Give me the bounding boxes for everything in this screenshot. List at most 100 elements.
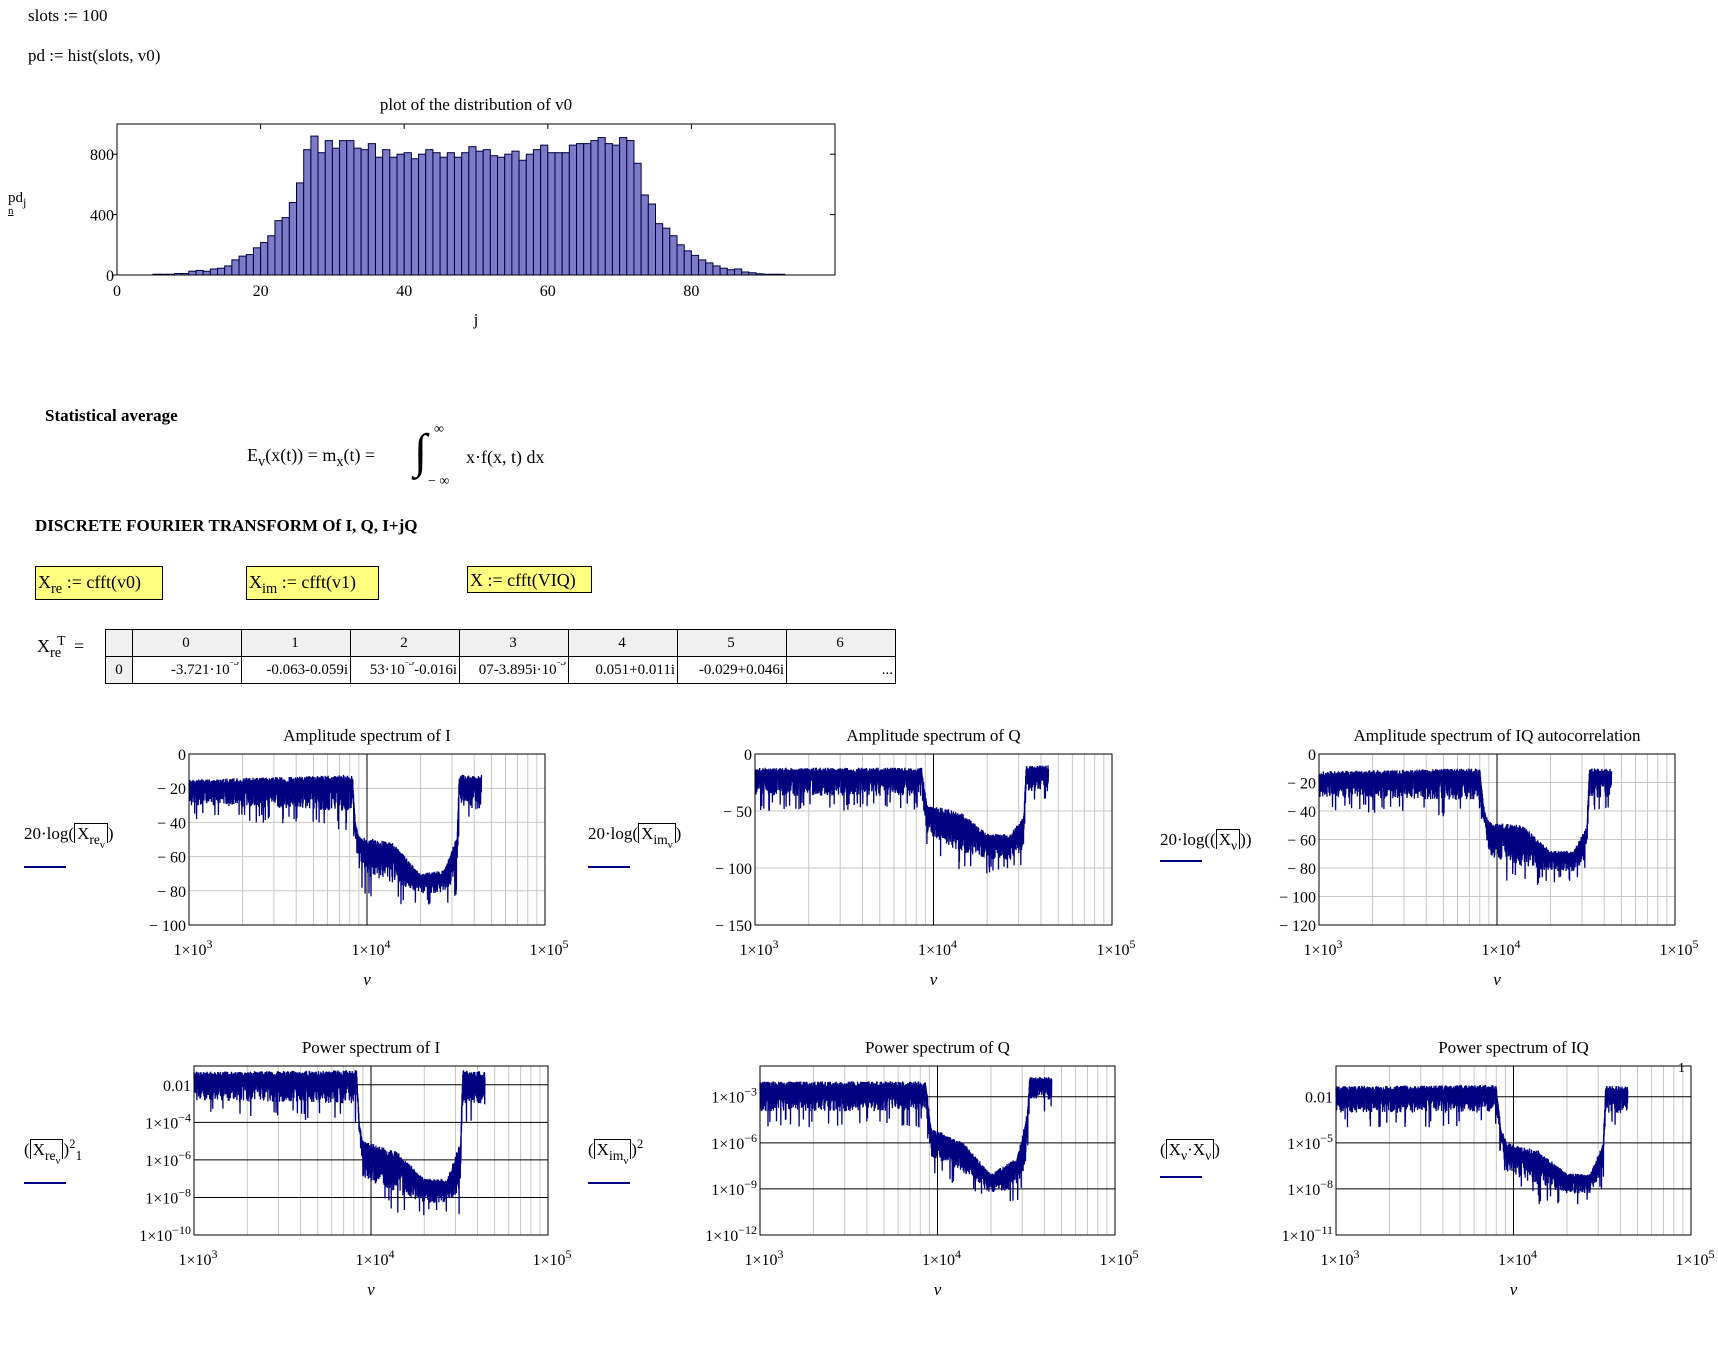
plot-frame	[188, 753, 546, 926]
ylabel-power-iq: (Xν·Xν)	[1160, 1139, 1220, 1163]
ylabel-op: ·	[1187, 1140, 1193, 1159]
integral-lower-limit: − ∞	[428, 474, 450, 489]
matrix-cell[interactable]: 53·10 -3 -0.016i	[350, 656, 460, 684]
ylabel-subsub: ν	[55, 1154, 61, 1167]
matrix-transpose: T	[57, 632, 66, 648]
pd-definition[interactable]: pd := hist(slots, v0)	[28, 46, 161, 65]
x-tick-label: 1×103	[1320, 1247, 1359, 1269]
matrix-row: 0 -3.721·10 -5 -0.063-0.059i 53·10 -3 -0.01…	[105, 656, 896, 684]
trace-legend-line	[1160, 1176, 1202, 1178]
tick-base: 1×10	[1498, 1252, 1531, 1269]
def-var: X	[38, 572, 51, 592]
y-tick-label: 0	[178, 747, 186, 764]
column-header-label: 3	[509, 634, 517, 651]
def-sub: im	[262, 581, 278, 598]
row-index: 0	[105, 656, 133, 684]
x-axis-label: ν	[930, 970, 938, 989]
tick-base: − 100	[149, 918, 186, 935]
expectation-formula[interactable]: Ev(x(t)) = mx(t) =	[247, 445, 376, 469]
integrand: x·f(x, t) dx	[466, 447, 545, 467]
result-matrix[interactable]: 0 1 2 3 4 5 6 0 -3.721·10 -5 -0.063-0.059…	[105, 629, 896, 684]
tick-exponent: 3	[207, 937, 213, 951]
tick-base: 1×10	[532, 1252, 565, 1269]
tick-base: − 40	[157, 815, 186, 832]
y-tick-label: − 80	[157, 884, 186, 901]
column-header: 6	[786, 629, 896, 657]
tick-exponent: 4	[951, 937, 957, 951]
column-header-label: 5	[727, 634, 735, 651]
x-axis-label: ν	[367, 1280, 375, 1299]
tick-exponent: 3	[212, 1247, 218, 1261]
y-tick-label: − 100	[149, 918, 186, 935]
x-tick-label: 80	[683, 283, 699, 300]
tick-base: − 120	[1279, 918, 1316, 935]
matrix-cell[interactable]: 0.051+0.011i	[568, 656, 678, 684]
definition-x[interactable]: X := cfft(VIQ)	[467, 566, 592, 593]
chart-title: Power spectrum of I	[302, 1038, 441, 1057]
column-header-label: 0	[182, 634, 190, 651]
column-header: 5	[677, 629, 787, 657]
chart-title: Power spectrum of IQ	[1438, 1038, 1589, 1057]
tick-base: 1×10	[1303, 942, 1336, 959]
x-tick-label: 1×104	[1481, 937, 1520, 959]
chart-title: Amplitude spectrum of I	[283, 726, 451, 745]
tick-base: 1×10	[711, 1090, 744, 1107]
y-tick-label: − 80	[1287, 861, 1316, 878]
x-tick-label: 0	[113, 283, 121, 300]
matrix-cell[interactable]: -0.029+0.046i	[677, 656, 787, 684]
tick-base: − 50	[723, 804, 752, 821]
matrix-cell[interactable]: -0.063-0.059i	[241, 656, 351, 684]
tick-exponent: 5	[1133, 1247, 1139, 1261]
spectrum-trace	[188, 774, 483, 905]
definition-xre[interactable]: Xre := cfft(v0)	[35, 566, 163, 600]
x-tick-label: 1×104	[922, 1247, 961, 1269]
formula-lhs-arg: (x(t)) = m	[265, 445, 337, 465]
matrix-sub: re	[50, 645, 62, 662]
slots-definition[interactable]: slots := 100	[28, 6, 108, 25]
ylabel-sub: re	[44, 1147, 56, 1163]
ylabel-subsub: ν	[667, 838, 673, 851]
x-tick-label: 60	[540, 283, 556, 300]
plot-frame	[759, 1065, 1116, 1236]
matrix-cell[interactable]: ...	[786, 656, 896, 684]
histogram-ylabel: pdj n	[8, 190, 26, 217]
cell-value: ...	[881, 661, 893, 678]
ylabel-prefix: 20·log	[588, 824, 633, 843]
x-tick-label: 1×105	[532, 1247, 571, 1269]
ylabel-var: X	[32, 1140, 45, 1159]
y-tick-label: − 20	[1287, 776, 1316, 793]
tick-base: − 100	[715, 861, 752, 878]
chart-title: Amplitude spectrum of IQ autocorrelation	[1353, 726, 1641, 745]
tick-base: 1×10	[711, 1182, 744, 1199]
y-tick-label: 1×10−5	[1287, 1131, 1333, 1153]
x-tick-label: 1×105	[1675, 1247, 1714, 1269]
ylabel-power-i: (Xreν)21	[24, 1137, 83, 1167]
tick-base: 1×10	[1099, 1252, 1132, 1269]
ylabel-var: X	[596, 1140, 609, 1159]
formula-e: E	[247, 445, 258, 465]
tick-exponent: −8	[1320, 1177, 1333, 1191]
tick-base: − 20	[1287, 776, 1316, 793]
ylabel-amplitude-q: 20·log(Ximν)	[588, 823, 682, 851]
matrix-cell[interactable]: 07-3.895i·10 -3	[459, 656, 569, 684]
definition-xim[interactable]: Xim := cfft(v1)	[246, 566, 379, 600]
ylabel-subsub-conj: ν	[1205, 1147, 1212, 1163]
y-tick-label: 0	[1308, 747, 1316, 764]
matrix-cell[interactable]: -3.721·10 -5	[132, 656, 242, 684]
y-tick-label: 400	[90, 208, 114, 225]
ylabel-subsub: ν	[623, 1154, 629, 1167]
x-tick-label: 1×104	[918, 937, 957, 959]
y-tick-label: 1×10−3	[711, 1085, 757, 1107]
formula-m-arg: (t) =	[343, 445, 376, 465]
spectrum-trace	[754, 765, 1050, 874]
y-tick-label: 1×10−9	[711, 1177, 757, 1199]
y-tick-label: − 40	[1287, 804, 1316, 821]
column-header-label: 6	[836, 634, 844, 651]
x-tick-label: 1×104	[355, 1247, 394, 1269]
